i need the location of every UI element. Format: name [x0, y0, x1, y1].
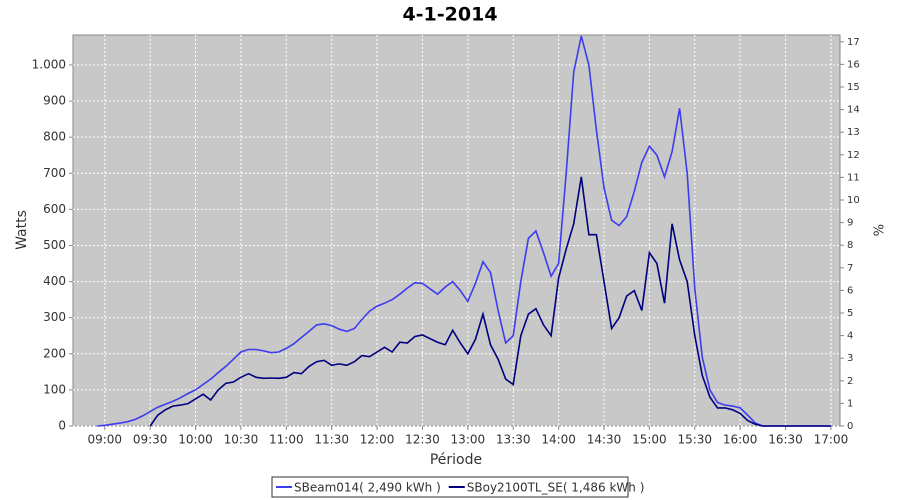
x-axis-label: Période: [430, 452, 482, 468]
y-tick-label: 200: [43, 346, 66, 360]
plot-area: [72, 34, 841, 427]
legend-label: SBoy2100TL_SE( 1,486 kWh ): [467, 481, 645, 495]
y2-tick-label: 5: [847, 308, 853, 319]
x-tick-label: 09:00: [87, 433, 122, 447]
y2-axis-label: %: [873, 224, 888, 236]
y-tick-label: 800: [43, 130, 66, 144]
series-line: [97, 35, 831, 427]
y-tick-label: 700: [43, 166, 66, 180]
x-tick-label: 14:00: [541, 433, 576, 447]
y2-tick-label: 11: [847, 172, 860, 183]
x-tick-label: 14:30: [587, 433, 622, 447]
x-tick-label: 12:00: [360, 433, 395, 447]
y2-tick-label: 14: [847, 105, 860, 116]
x-tick-label: 11:30: [314, 433, 349, 447]
y-tick-label: 500: [43, 238, 66, 252]
x-tick-label: 17:00: [814, 433, 849, 447]
x-tick-label: 12:30: [405, 433, 440, 447]
y-tick-label: 0: [58, 419, 66, 433]
y2-tick-label: 6: [847, 285, 853, 296]
y2-tick-label: 3: [847, 353, 853, 364]
x-tick-label: 16:30: [768, 433, 803, 447]
y2-tick-label: 10: [847, 195, 860, 206]
y2-tick-label: 9: [847, 218, 853, 229]
y-tick-label: 300: [43, 310, 66, 324]
y2-tick-label: 7: [847, 263, 853, 274]
y-tick-label: 100: [43, 382, 66, 396]
x-tick-label: 15:30: [677, 433, 712, 447]
chart-title: 4-1-2014: [402, 4, 497, 26]
legend-label: SBeam014( 2,490 kWh ): [294, 481, 441, 495]
y2-tick-label: 1: [847, 398, 853, 409]
y2-tick-label: 4: [847, 331, 853, 342]
y2-tick-label: 0: [847, 421, 853, 432]
y2-tick-label: 12: [847, 150, 860, 161]
y-axis-label: Watts: [14, 210, 30, 250]
x-tick-label: 13:00: [451, 433, 486, 447]
y2-tick-label: 17: [847, 37, 860, 48]
x-tick-label: 10:00: [178, 433, 213, 447]
y2-tick-label: 15: [847, 82, 860, 93]
x-tick-label: 15:00: [632, 433, 667, 447]
x-tick-label: 16:00: [723, 433, 758, 447]
y2-tick-label: 16: [847, 59, 860, 70]
y2-tick-label: 2: [847, 376, 853, 387]
y-tick-label: 600: [43, 202, 66, 216]
series-line: [149, 176, 831, 427]
y2-tick-label: 8: [847, 240, 853, 251]
y2-tick-label: 13: [847, 127, 860, 138]
x-tick-label: 09:30: [133, 433, 168, 447]
x-tick-label: 11:00: [269, 433, 304, 447]
y-tick-label: 900: [43, 94, 66, 108]
y-tick-label: 1.000: [32, 57, 66, 71]
y-tick-label: 400: [43, 274, 66, 288]
x-tick-label: 10:30: [224, 433, 259, 447]
x-tick-label: 13:30: [496, 433, 531, 447]
